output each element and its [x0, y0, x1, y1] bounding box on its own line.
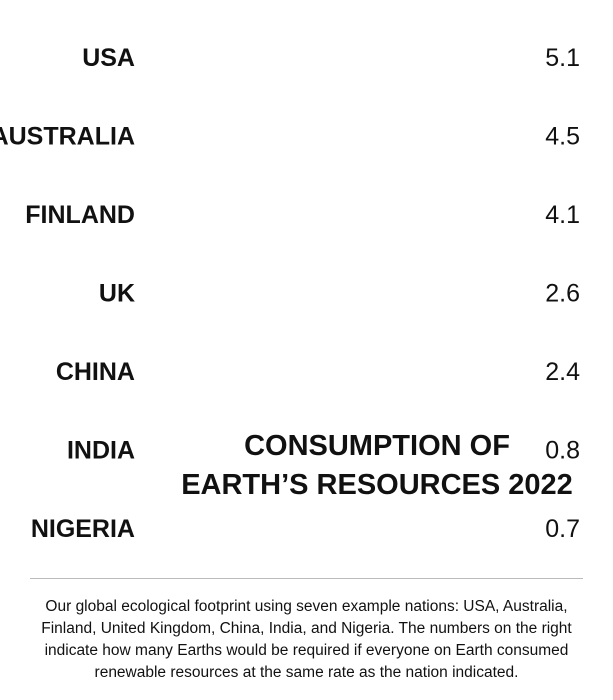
globe-icon — [229, 100, 300, 171]
globe-icon — [386, 179, 457, 249]
globe-icon — [308, 257, 351, 328]
row-china: CHINA 2.4 — [56, 336, 580, 406]
category-label: CHINA — [56, 358, 135, 386]
globe-icon — [151, 257, 221, 328]
category-label: UK — [99, 280, 135, 308]
globe-icon — [308, 336, 336, 406]
value-label: 0.7 — [545, 515, 580, 543]
category-label: USA — [82, 44, 135, 72]
value-label: 4.5 — [545, 123, 580, 151]
value-label: 2.6 — [545, 280, 580, 308]
globe-icon — [465, 22, 535, 92]
caption: Our global ecological footprint using se… — [41, 598, 572, 681]
chart-title-line-2: EARTH’S RESOURCES 2022 — [181, 469, 573, 501]
category-label: INDIA — [67, 437, 135, 465]
row-nigeria: NIGERIA 0.7 — [31, 493, 580, 563]
row-uk: UK 2.6 — [99, 257, 580, 328]
globe-icon — [151, 179, 221, 249]
globe-icon — [465, 179, 470, 249]
row-usa: USA 5.1 — [82, 22, 580, 92]
globe-icon — [308, 100, 378, 171]
globe-icon — [151, 22, 221, 92]
pictograph-chart: USA 5.1 AUSTRALIA 4.5 FINLAND 4.1 UK 2.6 CHINA 2.… — [0, 22, 580, 563]
category-label: FINLAND — [25, 201, 135, 229]
globe-icon — [229, 22, 300, 92]
globe-icon — [465, 100, 500, 171]
value-label: 2.4 — [545, 358, 580, 386]
caption-divider — [30, 578, 583, 579]
category-label: AUSTRALIA — [0, 123, 135, 151]
globe-icon — [229, 179, 300, 249]
chart-title-line-1: CONSUMPTION OF — [244, 430, 510, 462]
value-label: 4.1 — [545, 201, 580, 229]
globe-icon — [229, 257, 300, 328]
row-australia: AUSTRALIA 4.5 — [0, 100, 580, 171]
value-label: 5.1 — [545, 44, 580, 72]
value-label: 0.8 — [545, 437, 580, 465]
globe-icon — [229, 336, 300, 406]
globe-icon — [151, 100, 221, 171]
globe-icon — [151, 336, 221, 406]
row-india: INDIA 0.8 — [67, 414, 580, 485]
category-label: NIGERIA — [31, 515, 135, 543]
globe-icon — [386, 22, 457, 92]
globe-icon — [308, 179, 378, 249]
row-finland: FINLAND 4.1 — [25, 179, 580, 249]
globe-icon — [308, 22, 378, 92]
globe-icon — [386, 100, 457, 171]
globe-icon — [151, 493, 202, 563]
